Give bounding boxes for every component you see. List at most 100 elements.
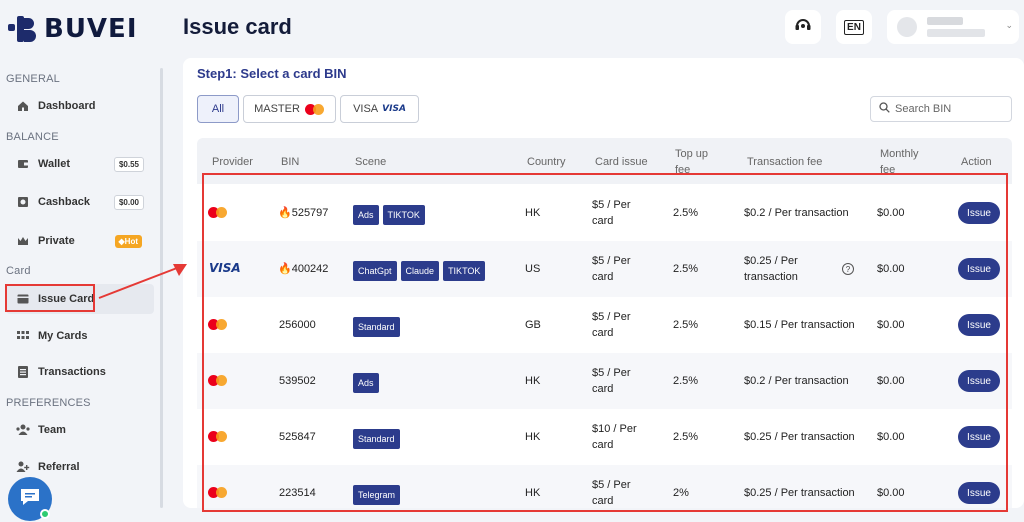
flame-icon: 🔥 [278,263,292,275]
sidebar-item-issue-card[interactable]: Issue Card [6,284,154,314]
wallet-icon [16,158,30,170]
list-icon [16,366,30,378]
issue-button[interactable]: Issue [958,370,1000,392]
column-monthly-fee: Monthly fee [880,148,919,174]
topup-cell: 2.5% [673,319,699,331]
referral-icon [16,461,30,473]
issue-button[interactable]: Issue [958,202,1000,224]
bin-cell: 223514 [279,487,316,499]
country-cell: HK [525,207,541,219]
bin-cell: 🔥525797 [278,207,329,219]
card-issue-cell: $5 / Per card [592,199,631,227]
sidebar-item-label: Transactions [38,366,106,378]
brand-name: BUVEI [44,14,138,44]
filter-label: All [211,103,225,115]
cashback-icon [16,196,30,208]
country-cell: HK [525,431,541,443]
wallet-balance-badge: $0.55 [113,156,144,172]
monthly-cell: $0.00 [877,319,905,331]
scene-tag: Ads [353,373,379,393]
user-menu[interactable]: ⌄ [887,10,1019,44]
help-icon[interactable]: ? [842,263,854,275]
card-issue-cell: $5 / Per card [592,311,631,339]
tx-fee-cell: $0.2 / Per transaction [744,207,849,219]
sidebar-item-team[interactable]: Team [6,415,154,445]
issue-button[interactable]: Issue [958,482,1000,504]
filter-master-button[interactable]: MASTER [243,95,336,123]
sidebar-item-cashback[interactable]: Cashback $0.00 [6,187,154,217]
brand-logo[interactable]: BUVEI [8,14,138,44]
search-input[interactable] [895,103,1005,115]
sidebar-item-referral[interactable]: Referral [6,452,154,482]
mastercard-logo-icon [208,431,230,443]
hot-badge: ◆Hot [114,234,142,248]
card-issue-cell: $5 / Per card [592,255,631,283]
issue-button[interactable]: Issue [958,314,1000,336]
visa-logo-icon: VISA [209,261,241,275]
search-box[interactable] [870,96,1012,122]
bin-cell: 🔥400242 [278,263,329,275]
user-email-redacted [927,29,985,37]
filter-visa-button[interactable]: VISA VISA [340,95,419,123]
filter-label: MASTER [254,103,300,115]
scene-tags: Standard [353,317,404,337]
flame-icon: 🔥 [278,207,292,219]
section-balance: BALANCE [6,131,59,143]
sidebar-item-transactions[interactable]: Transactions [6,357,154,387]
scene-tag: Ads [353,205,379,225]
bin-cell: 539502 [279,375,316,387]
country-cell: HK [525,375,541,387]
chat-bubble-icon [19,487,41,512]
issue-button[interactable]: Issue [958,258,1000,280]
search-icon [879,100,890,118]
scene-tags: Telegram [353,485,404,505]
grid-icon [16,330,30,342]
language-button[interactable]: EN [836,10,872,44]
sidebar-item-label: My Cards [38,330,88,342]
monthly-cell: $0.00 [877,207,905,219]
scene-tags: Ads [353,373,383,393]
support-button[interactable] [785,10,821,44]
sidebar-item-wallet[interactable]: Wallet $0.55 [6,149,154,179]
sidebar-item-private[interactable]: Private ◆Hot [6,226,154,256]
section-preferences: PREFERENCES [6,397,91,409]
team-icon [16,424,30,436]
column-scene: Scene [355,156,387,168]
table-row [197,241,1012,297]
filter-all-button[interactable]: All [197,95,239,123]
monthly-cell: $0.00 [877,431,905,443]
sidebar-scrollbar[interactable] [160,68,163,508]
mastercard-logo-icon [304,103,325,115]
column-action: Action [961,156,992,168]
annotation-arrow-icon [98,264,187,299]
card-issue-cell: $10 / Per card [592,423,637,451]
mastercard-logo-icon [208,207,230,219]
issue-button[interactable]: Issue [958,426,1000,448]
topup-cell: 2.5% [673,375,699,387]
topup-cell: 2.5% [673,207,699,219]
tx-fee-cell: $0.15 / Per transaction [744,319,855,331]
scene-tags: ChatGpt Claude TIKTOK [353,261,489,281]
monthly-cell: $0.00 [877,263,905,275]
page-title: Issue card [183,14,292,39]
scene-tag: Standard [353,317,400,337]
language-label: EN [844,19,864,35]
column-provider: Provider [212,156,253,168]
bin-cell: 525847 [279,431,316,443]
mastercard-logo-icon [208,487,230,499]
sidebar-item-label: Issue Card [38,293,95,305]
sidebar-item-label: Wallet [38,158,70,170]
tx-fee-cell: $0.25 / Per transaction [744,255,798,283]
sidebar-item-dashboard[interactable]: Dashboard [6,91,154,121]
column-card-issue: Card issue [595,156,648,168]
chat-button[interactable] [8,477,52,521]
step-title: Step1: Select a card BIN [197,66,347,81]
scene-tag: Telegram [353,485,401,505]
tx-fee-cell: $0.2 / Per transaction [744,375,849,387]
sidebar-item-my-cards[interactable]: My Cards [6,321,154,351]
mastercard-logo-icon [208,319,230,331]
scene-tag: TIKTOK [382,205,425,225]
cashback-balance-badge: $0.00 [113,194,144,210]
filter-label: VISA [353,103,379,115]
crown-icon [16,235,30,247]
